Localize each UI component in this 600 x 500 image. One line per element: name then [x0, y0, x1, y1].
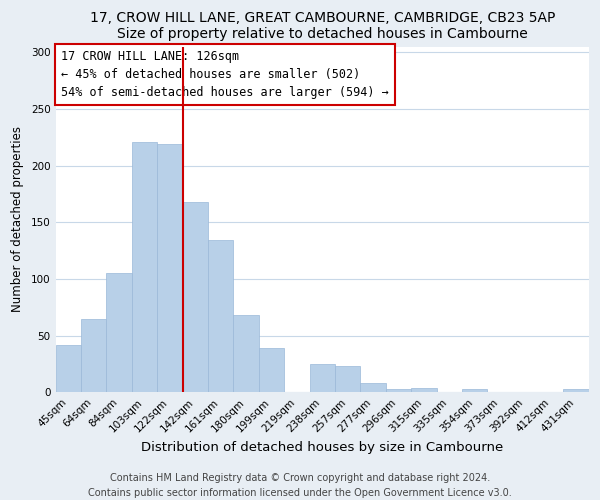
Bar — [81, 318, 106, 392]
Text: 17 CROW HILL LANE: 126sqm
← 45% of detached houses are smaller (502)
54% of semi: 17 CROW HILL LANE: 126sqm ← 45% of detac… — [61, 50, 389, 99]
Bar — [462, 389, 487, 392]
Bar — [335, 366, 361, 392]
Bar — [386, 389, 411, 392]
Title: 17, CROW HILL LANE, GREAT CAMBOURNE, CAMBRIDGE, CB23 5AP
Size of property relati: 17, CROW HILL LANE, GREAT CAMBOURNE, CAM… — [89, 11, 555, 42]
X-axis label: Distribution of detached houses by size in Cambourne: Distribution of detached houses by size … — [141, 441, 503, 454]
Y-axis label: Number of detached properties: Number of detached properties — [11, 126, 24, 312]
Bar — [411, 388, 437, 392]
Text: Contains HM Land Registry data © Crown copyright and database right 2024.
Contai: Contains HM Land Registry data © Crown c… — [88, 472, 512, 498]
Bar — [259, 348, 284, 392]
Bar — [132, 142, 157, 392]
Bar — [310, 364, 335, 392]
Bar — [182, 202, 208, 392]
Bar — [233, 315, 259, 392]
Bar — [106, 274, 132, 392]
Bar — [208, 240, 233, 392]
Bar — [563, 389, 589, 392]
Bar — [361, 383, 386, 392]
Bar — [56, 344, 81, 392]
Bar — [157, 144, 182, 392]
